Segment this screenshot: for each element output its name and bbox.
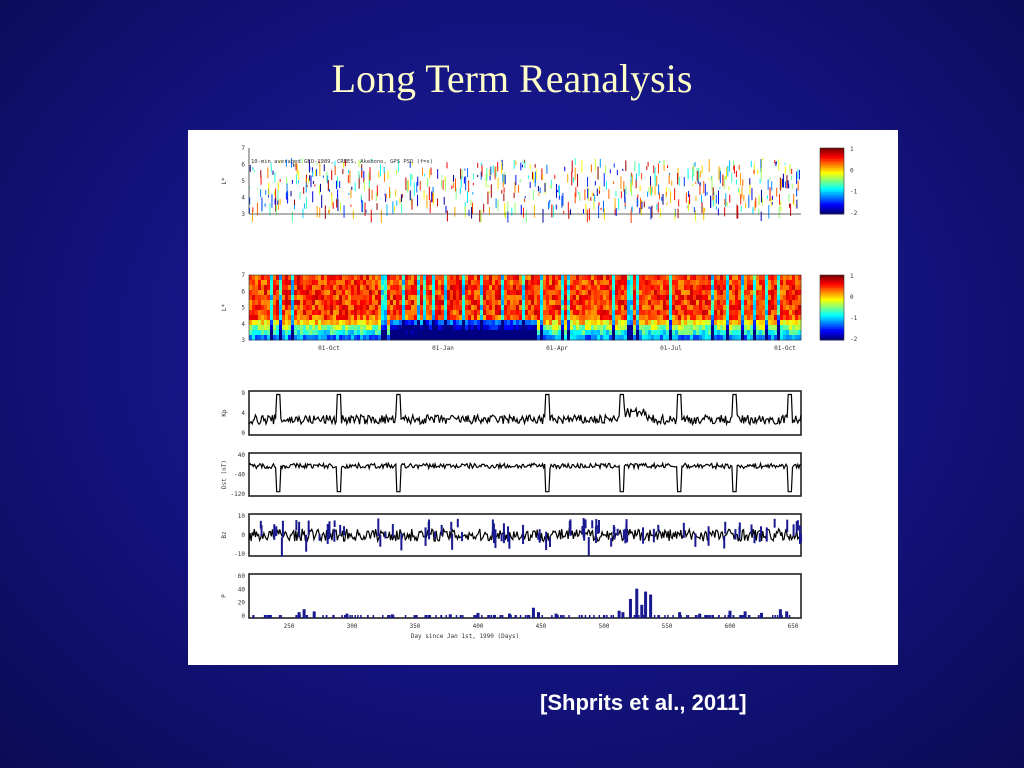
panel-bz-blue-marks: [259, 518, 803, 557]
panel-pressure-ytick: 40: [238, 586, 246, 593]
multi-panel-chart: 10-min averaged GEO-1989, CRRES, Akebono…: [221, 145, 858, 640]
pressure-bar: [760, 612, 763, 618]
pressure-bar: [778, 609, 782, 618]
panel-pressure-xtick: 350: [410, 623, 421, 630]
panel-pressure: [248, 573, 802, 619]
panel-pressure-ytick: 20: [238, 600, 246, 607]
panel-reanalysis-xtick: 01-Oct: [318, 345, 340, 352]
panel-dst-ytick: -40: [234, 472, 245, 479]
figure-panel: 10-min averaged GEO-1989, CRRES, Akebono…: [188, 130, 898, 665]
pressure-bar: [345, 613, 349, 618]
pressure-bar: [508, 613, 511, 618]
pressure-bar: [448, 614, 452, 618]
panel-bz-ytick: -10: [234, 551, 245, 558]
panel-pressure-xtick: 600: [725, 623, 736, 630]
colorbar-tick: -2: [850, 210, 858, 217]
panel-bz-ytick: 10: [238, 513, 246, 520]
slide-title: Long Term Reanalysis: [331, 56, 693, 101]
panel-bz-ytick: 0: [241, 532, 245, 539]
pressure-bar: [413, 615, 417, 618]
panel-kp: [248, 390, 802, 436]
panel-pressure-frame: [248, 573, 802, 619]
panel-kp-ytick: 4: [241, 410, 245, 417]
panel-bz: [248, 513, 802, 557]
colorbar-tick: -2: [850, 336, 858, 343]
pressure-bar: [743, 611, 747, 618]
colorbar-observations: [819, 147, 845, 215]
panel-pressure-xtick: 250: [284, 623, 295, 630]
panel-dst-frame: [248, 452, 802, 497]
panel-pressure-ylabel: P: [221, 594, 228, 598]
panel-pressure-xtick: 650: [788, 623, 799, 630]
pressure-bar: [644, 591, 648, 618]
panel-observations-ytick: 6: [241, 162, 245, 169]
panel-reanalysis-ylabel: L*: [221, 304, 228, 312]
panel-observations-ytick: 5: [241, 178, 245, 185]
panel-reanalysis-ytick: 6: [241, 288, 245, 295]
pressure-bar: [728, 610, 732, 618]
citation: [Shprits et al., 2011]: [540, 690, 747, 715]
panel-reanalysis-xtick: 01-Oct: [774, 345, 796, 352]
colorbar-tick: 0: [850, 294, 854, 301]
colorbar-tick: 0: [850, 167, 854, 174]
colorbar-tick: -1: [850, 315, 858, 322]
panel-pressure-xtick: 300: [347, 623, 358, 630]
pressure-bar: [312, 611, 316, 618]
pressure-bar: [628, 598, 632, 618]
pressure-bar: [297, 612, 301, 618]
pressure-bar: [617, 610, 621, 618]
pressure-bar: [536, 612, 540, 618]
panel-observations-title: 10-min averaged GEO-1989, CRRES, Akebono…: [251, 159, 433, 165]
panel-pressure-xlabel: Day since Jan 1st, 1990 (Days): [411, 633, 519, 640]
panel-kp-line: [248, 393, 802, 427]
pressure-bar: [390, 614, 394, 618]
pressure-bar: [621, 612, 625, 618]
panel-dst: [248, 452, 802, 497]
panel-pressure-xtick: 450: [536, 623, 547, 630]
colorbar-tick: 1: [850, 146, 854, 153]
panel-observations-ylabel: L*: [221, 177, 228, 185]
panel-reanalysis-xtick: 01-Apr: [546, 345, 568, 352]
pressure-bar: [476, 612, 480, 618]
pressure-bar: [785, 611, 789, 618]
panel-reanalysis-ytick: 3: [241, 337, 245, 344]
pressure-bar: [698, 613, 702, 618]
pressure-bar: [531, 607, 535, 618]
panel-observations-ytick: 7: [241, 145, 245, 152]
panel-dst-ytick: -120: [231, 491, 246, 498]
panel-reanalysis-xtick: 01-Jul: [660, 345, 682, 352]
panel-reanalysis-ytick: 4: [241, 321, 245, 328]
panel-observations: [248, 148, 801, 223]
colorbar-tick: -1: [850, 189, 858, 196]
panel-observations-ytick: 3: [241, 211, 245, 218]
panel-pressure-xtick: 400: [473, 623, 484, 630]
panel-kp-ytick: 9: [241, 390, 245, 397]
pressure-bar: [640, 604, 644, 618]
colorbar-tick: 1: [850, 273, 854, 280]
pressure-bar: [649, 594, 653, 618]
panel-pressure-ytick: 60: [238, 573, 246, 580]
panel-reanalysis-xtick: 01-Jan: [432, 345, 454, 352]
panel-dst-ytick: 40: [238, 452, 246, 459]
panel-pressure-xtick: 550: [662, 623, 673, 630]
panel-reanalysis-frame: [248, 274, 802, 341]
panel-bz-ylabel: Bz: [221, 531, 228, 539]
panel-dst-line: [248, 461, 802, 493]
panel-observations-ytick: 4: [241, 195, 245, 202]
panel-reanalysis: [248, 274, 802, 341]
panel-kp-ylabel: Kp: [221, 409, 228, 417]
pressure-bar: [635, 588, 639, 618]
panel-kp-frame: [248, 390, 802, 436]
panel-pressure-ytick: 0: [241, 613, 245, 620]
panel-pressure-xtick: 500: [599, 623, 610, 630]
panel-dst-ylabel: Dst (nT): [221, 460, 228, 489]
pressure-bar: [678, 612, 682, 618]
panel-kp-ytick: 0: [241, 430, 245, 437]
pressure-bar: [302, 609, 306, 618]
panel-reanalysis-ytick: 5: [241, 305, 245, 312]
colorbar-reanalysis: [819, 274, 845, 341]
panel-reanalysis-ytick: 7: [241, 272, 245, 279]
pressure-bar: [554, 613, 558, 618]
